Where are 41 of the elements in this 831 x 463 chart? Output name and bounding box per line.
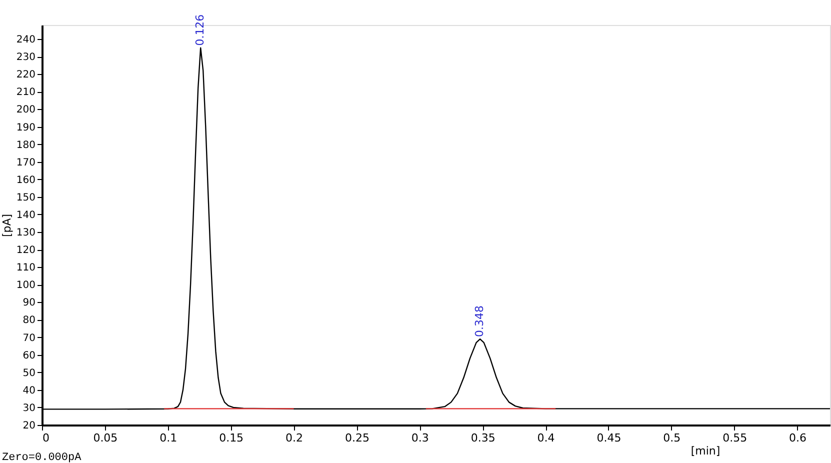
y-tick-label: 130 — [16, 228, 36, 239]
annotation: 0.126 — [194, 14, 207, 46]
x-tick-label: 0.55 — [722, 432, 748, 444]
y-tick-label: 50 — [22, 368, 36, 379]
y-tick-label: 90 — [22, 298, 36, 309]
y-tick-label: 230 — [16, 52, 36, 64]
y-tick-label: 170 — [16, 157, 36, 168]
x-tick-label: 0.35 — [470, 432, 496, 444]
y-tick-label: 140 — [16, 210, 36, 221]
y-tick-label: 20 — [22, 420, 36, 432]
x-tick-label: 0.45 — [596, 432, 622, 444]
y-tick-label: 120 — [16, 245, 36, 256]
y-tick-label: 70 — [22, 332, 36, 344]
y-tick-label: 110 — [16, 262, 36, 274]
text: Zero=0.000pA — [2, 452, 82, 463]
y-tick-label: 200 — [16, 104, 36, 116]
y-tick-label: 160 — [16, 174, 36, 186]
y-tick-label: 240 — [16, 34, 36, 46]
x-axis-title: [min] — [690, 444, 720, 458]
y-tick-label: 220 — [16, 70, 36, 81]
y-tick-label: 30 — [22, 402, 36, 414]
y-tick-label: 190 — [16, 122, 36, 134]
x-tick-label: 0.1 — [160, 432, 178, 444]
annotation: 0.348 — [473, 306, 486, 338]
y-tick-label: 60 — [22, 350, 36, 362]
y-axis-title: [pA] — [0, 214, 14, 238]
y-tick-label: 150 — [16, 192, 36, 204]
x-tick-label: 0.3 — [411, 432, 429, 444]
x-tick-label: 0.25 — [344, 432, 370, 444]
x-tick-label: 0.5 — [663, 432, 681, 444]
y-tick-label: 210 — [16, 87, 36, 98]
y-tick-label: 40 — [22, 385, 36, 396]
x-tick-label: 0.4 — [537, 432, 555, 444]
x-tick-label: 0.2 — [286, 432, 304, 444]
y-tick-label: 100 — [16, 280, 36, 292]
x-tick-label: 0.15 — [219, 432, 244, 444]
x-tick-label: 0.6 — [789, 432, 807, 444]
x-tick-label: 0.05 — [93, 432, 118, 444]
x-tick-label: 0 — [42, 432, 50, 444]
y-tick-label: 180 — [16, 140, 36, 151]
y-tick-label: 80 — [22, 315, 36, 326]
